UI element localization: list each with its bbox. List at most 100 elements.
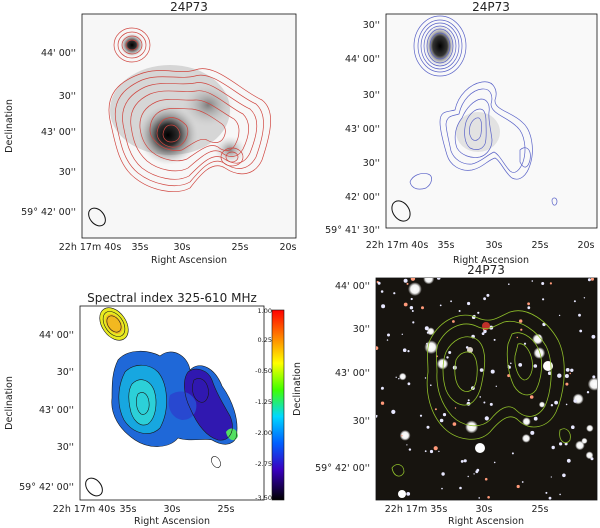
star bbox=[587, 377, 597, 391]
star bbox=[551, 445, 555, 450]
star bbox=[398, 490, 406, 498]
star bbox=[585, 451, 594, 460]
star bbox=[527, 306, 531, 310]
panel-1-contours bbox=[108, 27, 271, 192]
star bbox=[459, 486, 462, 490]
star bbox=[484, 416, 489, 421]
star bbox=[441, 472, 445, 476]
panel-4-image bbox=[376, 278, 597, 500]
star bbox=[407, 382, 411, 386]
star bbox=[441, 487, 443, 490]
star bbox=[393, 292, 396, 295]
star bbox=[467, 475, 469, 478]
panel-3-xtick-3: 30s bbox=[163, 504, 180, 515]
panel-3-ytick-4: 30'' bbox=[57, 442, 74, 453]
star bbox=[493, 338, 496, 341]
panel-1-image bbox=[88, 27, 271, 227]
panel-4-stars bbox=[376, 278, 597, 500]
star bbox=[406, 282, 409, 285]
star bbox=[587, 278, 591, 282]
star bbox=[521, 481, 524, 483]
star bbox=[460, 460, 464, 463]
panel-1-ytick-3: 43' 00'' bbox=[41, 127, 76, 138]
star bbox=[376, 414, 378, 417]
star bbox=[429, 449, 434, 454]
colorbar-tick-1: 1.00 bbox=[258, 307, 272, 315]
star bbox=[484, 477, 488, 481]
star bbox=[586, 424, 594, 432]
star bbox=[533, 416, 538, 421]
star bbox=[452, 422, 457, 426]
panel-1-xtick-4: 25s bbox=[231, 242, 248, 253]
star bbox=[424, 450, 427, 453]
star bbox=[465, 420, 479, 434]
star bbox=[458, 310, 461, 312]
panel-2-title: 24P73 bbox=[472, 0, 510, 14]
star bbox=[446, 356, 449, 359]
star bbox=[430, 384, 432, 387]
colorbar bbox=[271, 309, 285, 501]
star bbox=[545, 491, 548, 494]
panel-4-ytick-5: 59° 42' 00'' bbox=[315, 463, 370, 474]
star bbox=[411, 310, 414, 312]
star bbox=[565, 368, 570, 372]
star bbox=[473, 473, 475, 475]
panel-3-ytick-5: 59° 42' 00'' bbox=[19, 482, 74, 493]
panel-1-title: 24P73 bbox=[170, 0, 208, 14]
star bbox=[409, 306, 414, 310]
panel-2-ytick-5: 30'' bbox=[363, 158, 380, 169]
star bbox=[562, 473, 566, 478]
star bbox=[507, 374, 511, 378]
panel-4-ytick-3: 43' 00'' bbox=[335, 368, 370, 379]
star bbox=[549, 282, 553, 285]
colorbar-tick-6: -2.75 bbox=[255, 460, 272, 468]
star bbox=[550, 476, 552, 478]
star bbox=[573, 399, 577, 403]
panel-1-xtick-2: 35s bbox=[131, 242, 148, 253]
star bbox=[530, 430, 535, 435]
star bbox=[579, 329, 583, 333]
star bbox=[510, 362, 512, 365]
star bbox=[477, 311, 480, 314]
star bbox=[520, 328, 523, 331]
star bbox=[442, 413, 447, 417]
panel-1: 24P73 bbox=[4, 0, 297, 266]
star bbox=[448, 351, 452, 354]
star bbox=[476, 468, 480, 472]
star bbox=[376, 346, 379, 350]
star bbox=[591, 334, 596, 339]
panel-3-ytick-2: 30'' bbox=[57, 367, 74, 378]
star bbox=[426, 331, 429, 334]
panel-2-ytick-7: 59° 41' 30'' bbox=[325, 225, 380, 236]
star bbox=[547, 371, 552, 376]
star bbox=[571, 425, 575, 430]
star bbox=[518, 363, 523, 367]
star bbox=[532, 333, 544, 345]
star bbox=[436, 278, 441, 280]
panel-4-xtick-1: 22h 17m 35s bbox=[385, 504, 448, 515]
star bbox=[516, 336, 518, 339]
star bbox=[489, 402, 493, 406]
panel-2-ytick-1: 30'' bbox=[363, 20, 380, 31]
panel-1-ytick-5: 59° 42' 00'' bbox=[21, 207, 76, 218]
star bbox=[439, 418, 444, 423]
panel-2-xtick-1: 22h 17m 40s bbox=[366, 240, 429, 251]
star bbox=[395, 376, 397, 378]
colorbar-tick-4: -1.25 bbox=[255, 398, 272, 406]
star bbox=[424, 326, 429, 331]
panel-3-xtick-2: 35s bbox=[119, 504, 136, 515]
panel-4-xlabel: Right Ascension bbox=[448, 516, 524, 527]
star bbox=[490, 369, 495, 374]
star bbox=[475, 443, 485, 453]
panel-2-ytick-3: 30'' bbox=[363, 90, 380, 101]
star bbox=[542, 298, 545, 301]
colorbar-tick-7: -3.50 bbox=[255, 494, 272, 502]
star bbox=[590, 278, 594, 281]
star bbox=[559, 493, 561, 496]
star bbox=[478, 497, 481, 499]
star bbox=[565, 403, 568, 406]
star bbox=[467, 347, 473, 353]
star bbox=[386, 339, 389, 341]
panel-4-ytick-1: 44' 00'' bbox=[335, 281, 370, 292]
star bbox=[527, 302, 530, 306]
